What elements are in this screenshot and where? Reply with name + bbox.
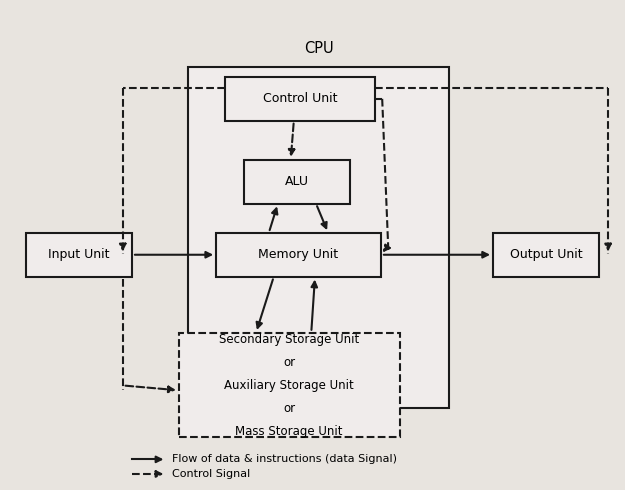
Text: Output Unit: Output Unit (509, 248, 582, 261)
FancyBboxPatch shape (493, 233, 599, 277)
FancyBboxPatch shape (26, 233, 132, 277)
FancyBboxPatch shape (226, 77, 375, 121)
Text: ALU: ALU (285, 175, 309, 188)
Text: Flow of data & instructions (data Signal): Flow of data & instructions (data Signal… (173, 454, 398, 465)
FancyBboxPatch shape (179, 333, 399, 438)
Text: Memory Unit: Memory Unit (259, 248, 339, 261)
FancyBboxPatch shape (244, 160, 350, 203)
Text: Control Unit: Control Unit (262, 92, 338, 105)
FancyBboxPatch shape (188, 67, 449, 408)
Text: Control Signal: Control Signal (173, 469, 251, 479)
Text: Input Unit: Input Unit (48, 248, 110, 261)
FancyBboxPatch shape (216, 233, 381, 277)
Text: CPU: CPU (304, 42, 334, 56)
Text: Secondary Storage Unit
or
Auxiliary Storage Unit
or
Mass Storage Unit: Secondary Storage Unit or Auxiliary Stor… (219, 333, 359, 438)
